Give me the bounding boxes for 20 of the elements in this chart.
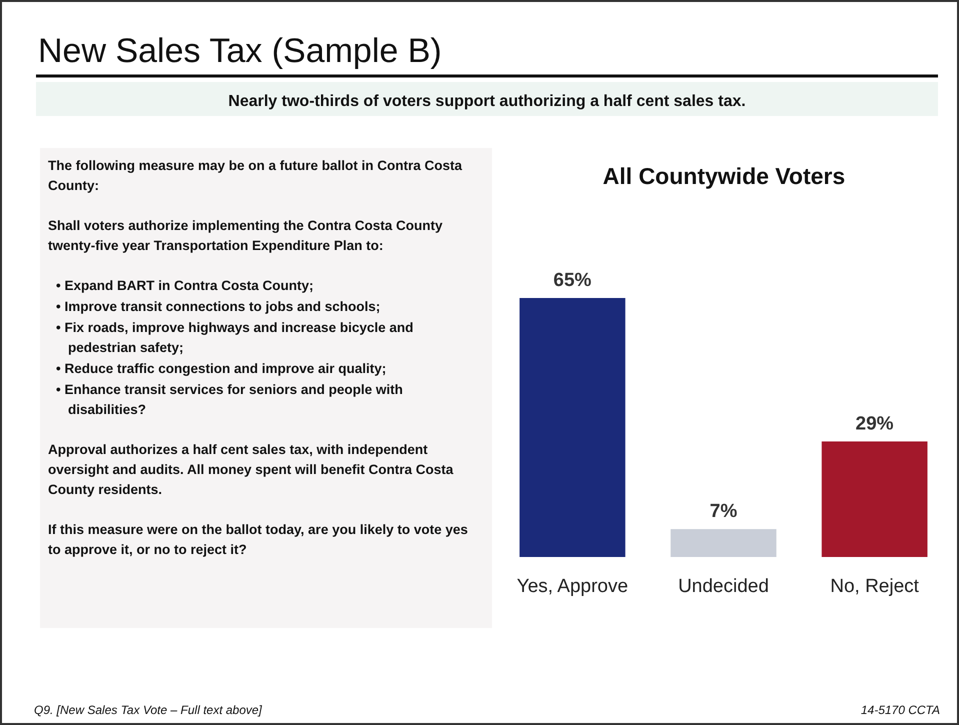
x-tick-label: No, Reject xyxy=(830,576,920,597)
x-tick-label: Undecided xyxy=(678,576,769,597)
text: • Reduce traffic congestion and improve air quality; xyxy=(55,360,388,378)
text: • Fix roads, improve highways and increase bicycle and pedestrian safety; xyxy=(55,319,414,357)
text: Q9. [New Sales Tax Vote – Full text above] xyxy=(34,703,263,717)
text: • Enhance transit services for seniors and people with disabilities? xyxy=(55,381,404,419)
text: • Improve transit connections to jobs and schools; xyxy=(55,298,382,316)
data-label: 29% xyxy=(856,413,894,434)
text: The following measure may be on a future ballot in Contra Costa County: xyxy=(48,157,464,195)
data-label: 65% xyxy=(553,270,592,291)
text: All Countywide Voters xyxy=(602,163,846,189)
x-tick-label: Yes, Approve xyxy=(516,576,628,597)
text: Shall voters authorize implementing the Contra Costa County twenty-five year Transportation Expenditure Plan to: xyxy=(48,217,444,255)
text: If this measure were on the ballot today, are you likely to vote yes to approve it, or no to reject it? xyxy=(48,521,469,559)
chart-subtitle: Nearly two-thirds of voters support authorizing a half cent sales tax. xyxy=(228,93,746,110)
text: • Expand BART in Contra Costa County; xyxy=(55,277,314,295)
text: Approval authorizes a half cent sales tax, with independent oversight and audits. All money spent will benefit Contra Costa County residents. xyxy=(48,441,454,499)
text: 14-5170 CCTA xyxy=(860,703,940,717)
data-label: 7% xyxy=(710,501,738,522)
chart-title: New Sales Tax (Sample B) xyxy=(38,32,442,70)
